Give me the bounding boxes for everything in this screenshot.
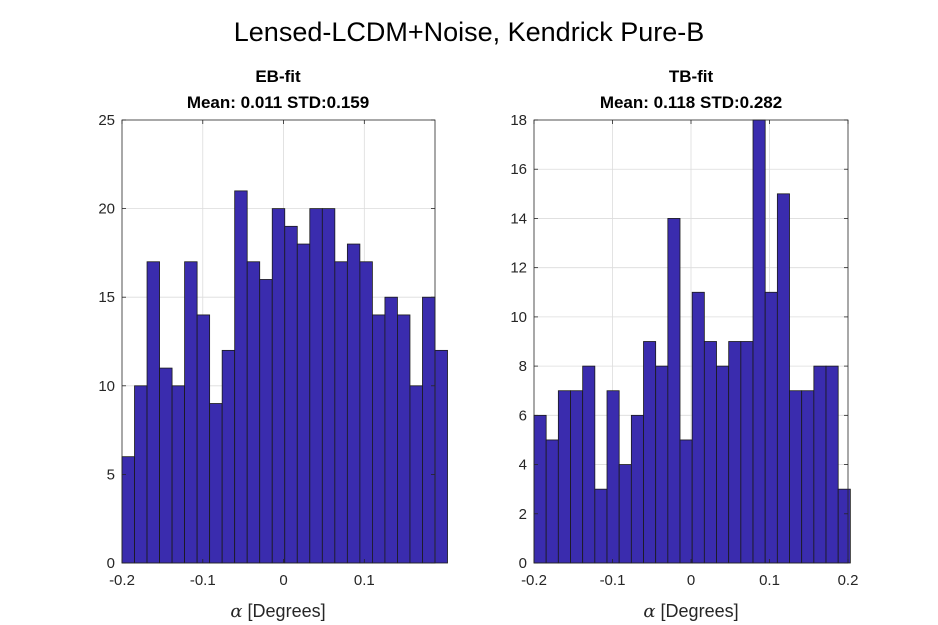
eb-histogram-bar (221, 349, 236, 564)
tb-y-tick-label: 6 (519, 407, 527, 424)
eb-histogram-bar (371, 314, 386, 564)
figure-title: Lensed-LCDM+Noise, Kendrick Pure-B (234, 17, 704, 47)
tb-histogram-bar (679, 439, 693, 564)
tb-y-tick-label: 18 (510, 112, 527, 129)
tb-x-tick-label: 0 (687, 572, 695, 589)
eb-x-tick-label: 0 (279, 572, 287, 589)
tb-histogram-bar (643, 341, 657, 564)
tb-histogram-bar (728, 341, 742, 564)
tb-histogram-bar (533, 414, 547, 564)
tb-histogram-bar (655, 365, 669, 564)
tb-histogram-bar (740, 341, 754, 564)
eb-histogram-bar (422, 296, 436, 564)
eb-histogram-bar (284, 225, 298, 564)
eb-y-tick-label: 5 (107, 466, 115, 483)
tb-histogram-bar (776, 193, 790, 564)
tb-y-tick-label: 8 (519, 358, 527, 375)
eb-histogram-bar (134, 385, 148, 564)
tb-x-tick-label: 0.2 (838, 572, 859, 589)
tb-fit-histogram: TB-fit Mean: 0.118 STD:0.282 -0.2 -0.1 0 0.… (510, 67, 858, 622)
tb-histogram-bar (752, 119, 766, 564)
tb-histogram-bar (545, 439, 559, 564)
eb-histogram-bar (159, 367, 173, 564)
eb-alpha-symbol: α (230, 601, 242, 622)
tb-histogram-bar (594, 488, 608, 564)
eb-histogram-bar (434, 349, 448, 564)
tb-x-tick-label: -0.2 (521, 572, 547, 589)
eb-x-tick-label: -0.2 (109, 572, 135, 589)
tb-histogram-bar (764, 291, 778, 564)
tb-bars (533, 119, 851, 564)
tb-histogram-bar (813, 365, 827, 564)
eb-y-tick-label: 10 (98, 378, 115, 395)
tb-y-tick-label: 0 (519, 555, 527, 572)
tb-histogram-bar (570, 390, 584, 564)
eb-y-tick-label: 20 (98, 201, 115, 218)
eb-histogram-bar (384, 296, 398, 564)
eb-histogram-bar (409, 385, 423, 564)
eb-histogram-bar (271, 208, 286, 564)
eb-axes: -0.2 -0.1 0 0.1 0 5 10 15 20 25 (98, 112, 436, 589)
tb-y-tick-label: 4 (519, 457, 527, 474)
eb-histogram-bar (321, 208, 336, 564)
eb-histogram-bar (209, 403, 223, 564)
tb-y-tick-label: 10 (510, 309, 527, 326)
tb-axes: -0.2 -0.1 0 0.1 0.2 0 2 4 6 8 10 12 14 16 18 (510, 112, 858, 589)
eb-histogram-bar (296, 243, 311, 564)
eb-x-axis-label: α [Degrees] (230, 601, 325, 622)
tb-histogram-bar (801, 390, 815, 564)
eb-histogram-bar (309, 208, 323, 564)
tb-y-tick-label: 2 (519, 506, 527, 523)
tb-histogram-bar (837, 488, 851, 564)
tb-title-line2: Mean: 0.118 STD:0.282 (600, 93, 782, 112)
eb-y-tick-label: 0 (107, 555, 115, 572)
tb-x-axis-label: α [Degrees] (643, 601, 738, 622)
tb-histogram-bar (606, 390, 620, 564)
tb-y-tick-label: 14 (510, 210, 527, 227)
eb-histogram-bar (346, 243, 361, 564)
eb-title-line1: EB-fit (255, 67, 301, 86)
tb-histogram-bar (618, 464, 632, 564)
eb-y-tick-label: 25 (98, 112, 115, 129)
tb-histogram-bar (630, 414, 644, 564)
tb-y-tick-label: 12 (510, 260, 527, 277)
eb-x-tick-label: -0.1 (190, 572, 216, 589)
tb-histogram-bar (667, 218, 681, 564)
eb-y-tick-label: 15 (98, 289, 115, 306)
eb-histogram-bar (334, 261, 348, 564)
tb-histogram-bar (825, 365, 839, 564)
tb-y-tick-label: 16 (510, 161, 527, 178)
tb-histogram-bar (582, 365, 596, 564)
eb-histogram-bar (234, 190, 248, 564)
tb-histogram-bar (789, 390, 803, 564)
eb-axes-box (121, 119, 436, 564)
tb-histogram-bar (703, 341, 717, 564)
eb-histogram-bar (146, 261, 160, 564)
eb-histogram-bar (359, 261, 373, 564)
tb-x-tick-label: 0.1 (759, 572, 780, 589)
eb-x-tick-label: 0.1 (354, 572, 375, 589)
eb-histogram-bar (397, 314, 411, 564)
tb-histogram-bar (557, 390, 571, 564)
eb-x-axis-units: [Degrees] (243, 601, 326, 621)
eb-title-line2: Mean: 0.011 STD:0.159 (187, 93, 369, 112)
eb-histogram-bar (196, 314, 211, 564)
tb-alpha-symbol: α (643, 601, 655, 622)
eb-fit-histogram: EB-fit Mean: 0.011 STD:0.159 -0.2 -0.1 0 0.… (98, 67, 448, 622)
tb-x-tick-label: -0.1 (600, 572, 626, 589)
eb-histogram-bar (121, 456, 135, 564)
eb-histogram-bar (246, 261, 261, 564)
eb-histogram-bar (171, 385, 186, 564)
tb-x-axis-units: [Degrees] (656, 601, 739, 621)
eb-histogram-bar (259, 279, 273, 564)
eb-bars (121, 190, 448, 564)
tb-histogram-bar (691, 291, 705, 564)
tb-histogram-bar (716, 365, 730, 564)
eb-histogram-bar (184, 261, 198, 564)
tb-title-line1: TB-fit (669, 67, 714, 86)
